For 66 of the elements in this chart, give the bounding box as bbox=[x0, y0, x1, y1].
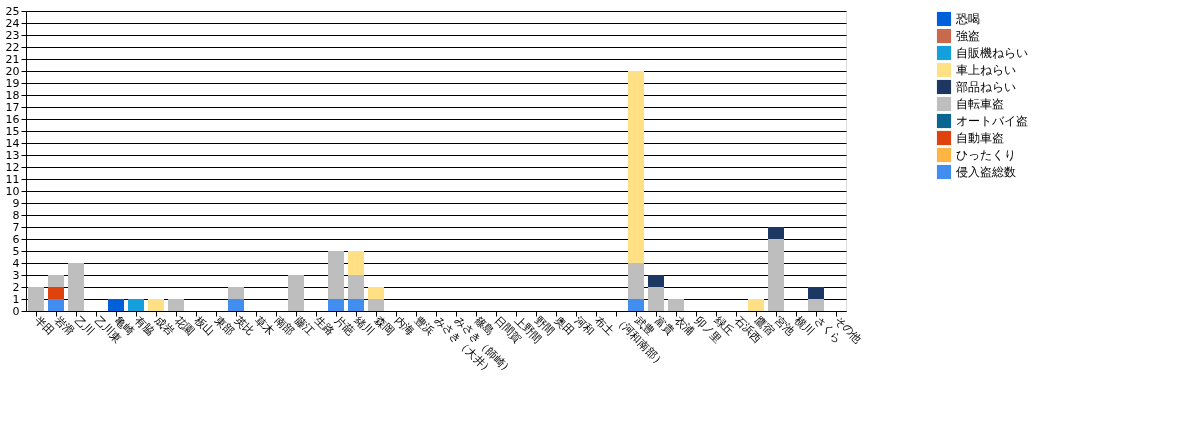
bar bbox=[228, 299, 244, 311]
y-tick-label: 14 bbox=[5, 136, 20, 150]
y-tick-label: 24 bbox=[5, 16, 20, 30]
legend-label: 自転車盗 bbox=[956, 97, 1004, 111]
bar bbox=[48, 299, 64, 311]
bar bbox=[108, 299, 124, 311]
y-tick-label: 0 bbox=[12, 304, 20, 318]
bar bbox=[628, 299, 644, 311]
legend-label: オートバイ盗 bbox=[956, 114, 1028, 128]
bar bbox=[348, 251, 364, 275]
y-tick-label: 25 bbox=[5, 4, 20, 18]
bar bbox=[628, 71, 644, 263]
y-tick-label: 11 bbox=[5, 172, 20, 186]
bar bbox=[68, 263, 84, 311]
y-tick-label: 23 bbox=[5, 28, 20, 42]
bar bbox=[648, 275, 664, 287]
bar bbox=[368, 287, 384, 299]
bar bbox=[168, 299, 184, 311]
legend-label: ひったくり bbox=[956, 148, 1016, 162]
y-tick-label: 8 bbox=[12, 208, 20, 222]
bar bbox=[288, 275, 304, 311]
bar bbox=[748, 299, 764, 311]
legend-label: 自動車盗 bbox=[956, 131, 1004, 145]
bar bbox=[648, 287, 664, 311]
y-tick-label: 20 bbox=[5, 64, 20, 78]
bar bbox=[28, 287, 44, 311]
y-tick-label: 1 bbox=[12, 292, 20, 306]
y-tick-label: 6 bbox=[12, 232, 20, 246]
y-tick-label: 12 bbox=[5, 160, 20, 174]
legend-label: 車上ねらい bbox=[956, 63, 1016, 77]
bar bbox=[768, 227, 784, 239]
y-tick-label: 13 bbox=[5, 148, 20, 162]
y-tick-label: 3 bbox=[12, 268, 20, 282]
legend-label: 恐喝 bbox=[955, 12, 980, 26]
bar bbox=[48, 275, 64, 287]
legend-label: 侵入盗総数 bbox=[956, 165, 1016, 179]
bar bbox=[368, 299, 384, 311]
legend-label: 強盗 bbox=[956, 29, 980, 43]
y-tick-label: 22 bbox=[5, 40, 20, 54]
y-tick-label: 2 bbox=[12, 280, 20, 294]
y-tick-label: 15 bbox=[5, 124, 20, 138]
bar bbox=[348, 299, 364, 311]
y-tick-label: 5 bbox=[12, 244, 20, 258]
bar bbox=[768, 239, 784, 311]
bar bbox=[328, 251, 344, 299]
legend-label: 自販機ねらい bbox=[956, 46, 1028, 60]
bar bbox=[328, 299, 344, 311]
bar bbox=[228, 287, 244, 299]
bar bbox=[668, 299, 684, 311]
bar bbox=[808, 287, 824, 299]
bar bbox=[48, 287, 64, 299]
y-tick-label: 17 bbox=[5, 100, 20, 114]
bar bbox=[808, 299, 824, 311]
y-tick-label: 16 bbox=[5, 112, 20, 126]
y-tick-label: 18 bbox=[5, 88, 20, 102]
y-tick-label: 7 bbox=[12, 220, 20, 234]
bar bbox=[628, 263, 644, 299]
bar bbox=[348, 275, 364, 299]
bar bbox=[148, 299, 164, 311]
bar bbox=[128, 299, 144, 311]
y-tick-label: 21 bbox=[5, 52, 20, 66]
y-tick-label: 4 bbox=[12, 256, 20, 270]
y-tick-label: 19 bbox=[5, 76, 20, 90]
y-tick-label: 9 bbox=[12, 196, 20, 210]
legend-label: 部品ねらい bbox=[956, 80, 1016, 94]
y-tick-label: 10 bbox=[5, 184, 20, 198]
